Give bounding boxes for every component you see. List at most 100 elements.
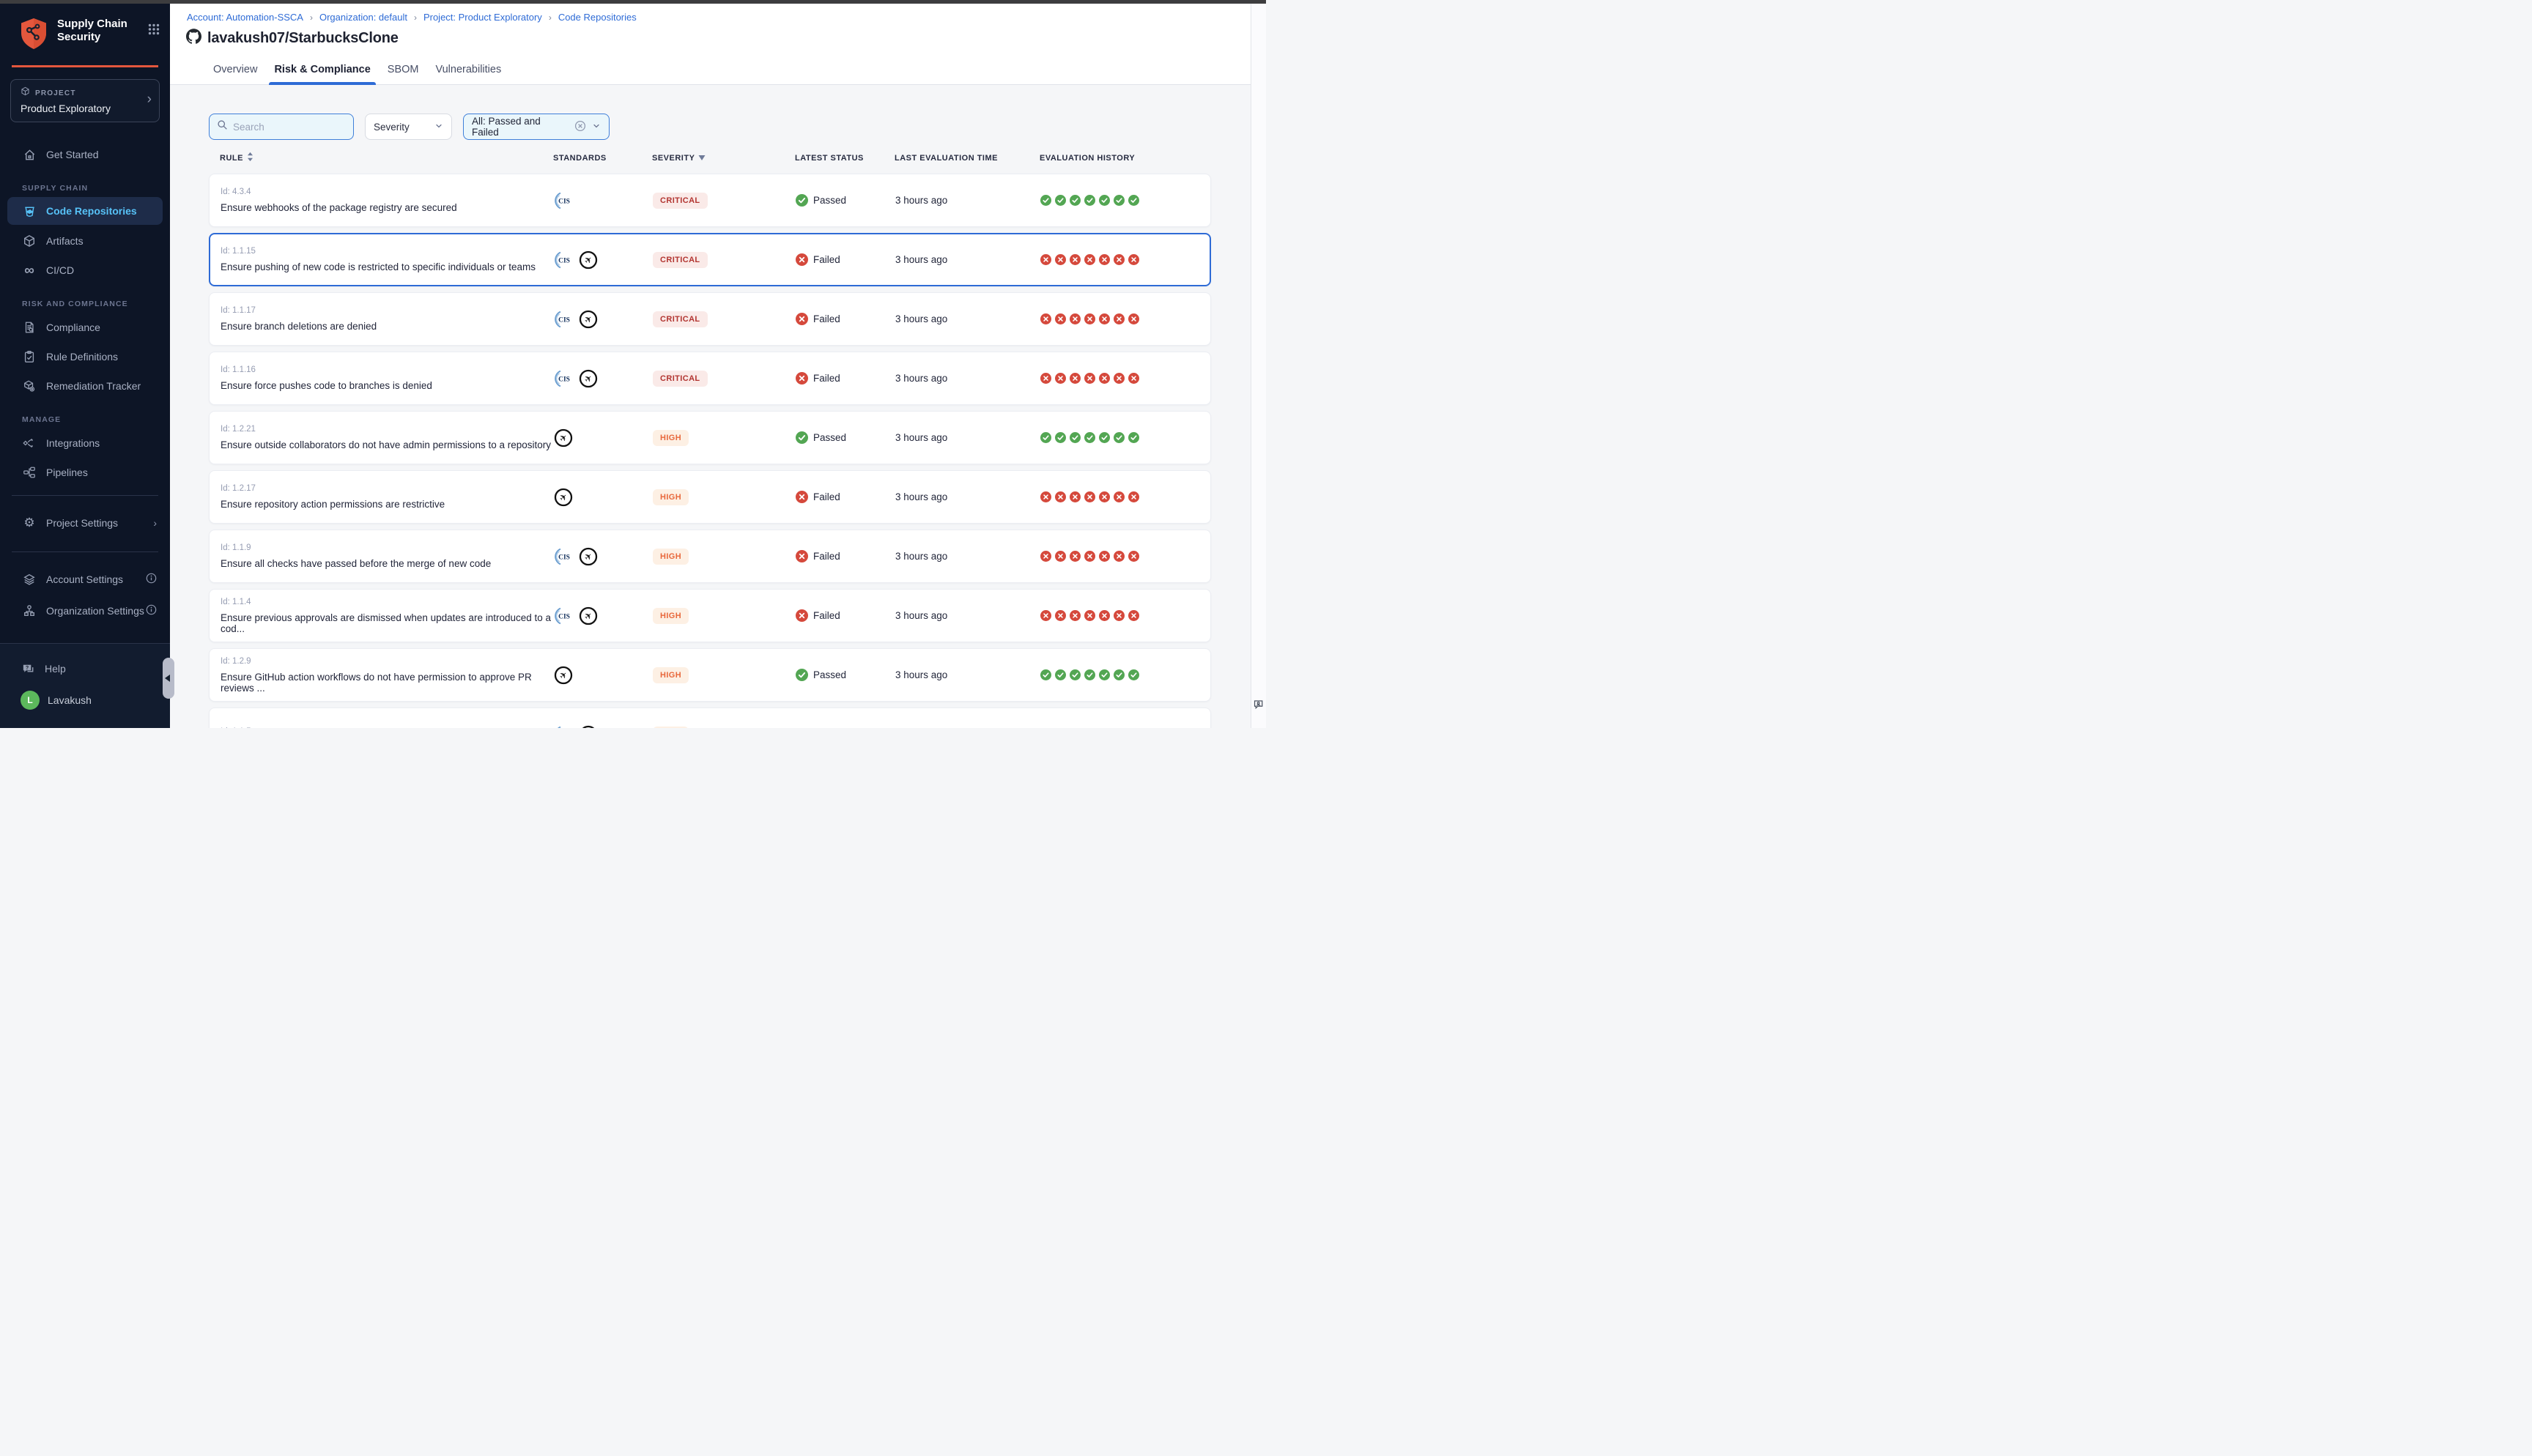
rule-row[interactable]: Id: 1.1.17Ensure branch deletions are de… bbox=[209, 292, 1211, 346]
severity-badge: CRITICAL bbox=[653, 371, 708, 387]
project-label: PROJECT bbox=[35, 89, 76, 97]
sidebar-item-integrations[interactable]: Integrations bbox=[0, 428, 170, 458]
sort-icon[interactable] bbox=[247, 152, 253, 164]
tab-sbom[interactable]: SBOM bbox=[386, 64, 421, 85]
status-failed-icon bbox=[796, 253, 808, 266]
evaluation-failed-icon bbox=[1084, 491, 1095, 502]
breadcrumb-link-2[interactable]: Project: Product Exploratory bbox=[423, 12, 542, 23]
breadcrumb-separator: › bbox=[549, 12, 552, 23]
sidebar-item-rule-definitions[interactable]: Rule Definitions bbox=[0, 342, 170, 371]
tab-risk-compliance[interactable]: Risk & Compliance bbox=[273, 64, 371, 85]
evaluation-failed-icon bbox=[1114, 610, 1125, 621]
sidebar-item-label: Account Settings bbox=[46, 573, 123, 585]
last-evaluation-time: 3 hours ago bbox=[895, 491, 1040, 502]
owasp-standard-icon: ✈ bbox=[579, 606, 598, 625]
status-failed-icon bbox=[796, 609, 808, 622]
support-chat-icon[interactable] bbox=[1253, 699, 1265, 715]
severity-filter-label: Severity bbox=[374, 122, 410, 133]
rule-row[interactable]: Id: 1.2.9Ensure GitHub action workflows … bbox=[209, 648, 1211, 702]
module-grid-icon[interactable] bbox=[148, 23, 160, 39]
column-last-evaluation-time: LAST EVALUATION TIME bbox=[895, 154, 998, 163]
right-gutter bbox=[1251, 4, 1266, 728]
sidebar-item-artifacts[interactable]: Artifacts bbox=[0, 226, 170, 256]
evaluation-passed-icon bbox=[1084, 669, 1095, 680]
rule-row[interactable]: Id: 1.2.17 Ensure repository action permi… bbox=[209, 470, 1211, 524]
rule-row[interactable]: Id: 1.1.15Ensure pushing of new code is … bbox=[209, 233, 1211, 286]
status-label: Failed bbox=[813, 373, 840, 384]
evaluation-history bbox=[1040, 313, 1210, 324]
project-name: Product Exploratory bbox=[21, 103, 140, 114]
sort-desc-icon[interactable] bbox=[698, 154, 706, 163]
integrations-icon bbox=[22, 437, 37, 450]
sidebar-item-project-settings[interactable]: ⚙ Project Settings › bbox=[0, 508, 170, 538]
sidebar-item-label: Help bbox=[45, 663, 66, 675]
rule-row[interactable]: Id: 1.1.16Ensure force pushes code to br… bbox=[209, 352, 1211, 405]
sidebar-item-label: CI/CD bbox=[46, 264, 74, 276]
sidebar-item-account-settings[interactable]: Account Settings bbox=[0, 565, 170, 594]
severity-badge: HIGH bbox=[653, 667, 689, 683]
svg-text:</>: </> bbox=[26, 209, 33, 214]
evaluation-passed-icon bbox=[1099, 669, 1110, 680]
breadcrumb-separator: › bbox=[310, 12, 313, 23]
evaluation-failed-icon bbox=[1084, 373, 1095, 384]
sidebar-item-code-repositories[interactable]: </>Code Repositories bbox=[7, 197, 163, 225]
info-icon[interactable] bbox=[146, 573, 157, 586]
info-icon[interactable] bbox=[146, 604, 157, 617]
sidebar-item-label: Remediation Tracker bbox=[46, 380, 141, 392]
tab-vulnerabilities[interactable]: Vulnerabilities bbox=[434, 64, 503, 85]
evaluation-failed-icon bbox=[1055, 551, 1066, 562]
evaluation-failed-icon bbox=[1114, 313, 1125, 324]
sidebar-item-ci-cd[interactable]: ∞CI/CD bbox=[0, 256, 170, 285]
sidebar-item-help[interactable]: ? Help bbox=[0, 654, 170, 683]
clear-filter-icon[interactable] bbox=[574, 120, 586, 134]
page-title: lavakush07/StarbucksClone bbox=[207, 30, 399, 47]
evaluation-failed-icon bbox=[1128, 610, 1139, 621]
search-input[interactable] bbox=[233, 122, 346, 133]
project-selector[interactable]: PROJECT Product Exploratory › bbox=[10, 79, 160, 122]
evaluation-passed-icon bbox=[1099, 195, 1110, 206]
breadcrumb-link-3[interactable]: Code Repositories bbox=[558, 12, 637, 23]
rule-name: Ensure repository action permissions are… bbox=[221, 499, 554, 510]
rule-id: Id: 1.2.21 bbox=[221, 425, 554, 434]
rule-name: Ensure outside collaborators do not have… bbox=[221, 439, 554, 450]
evaluation-passed-icon bbox=[1128, 432, 1139, 443]
evaluation-failed-icon bbox=[1099, 313, 1110, 324]
sidebar-item-label: Organization Settings bbox=[46, 605, 144, 617]
evaluation-failed-icon bbox=[1114, 551, 1125, 562]
sidebar-footer: ? Help L Lavakush bbox=[0, 643, 170, 728]
sidebar-collapse-handle[interactable] bbox=[163, 658, 174, 699]
rule-id: Id: 1.1.5 bbox=[221, 727, 554, 729]
sidebar-item-remediation-tracker[interactable]: Remediation Tracker bbox=[0, 371, 170, 401]
status-filter-dropdown[interactable]: All: Passed and Failed bbox=[463, 114, 610, 140]
owasp-standard-icon: ✈ bbox=[579, 369, 598, 388]
rule-row[interactable]: Id: 1.2.21 Ensure outside collaborators d… bbox=[209, 411, 1211, 464]
severity-badge: CRITICAL bbox=[653, 311, 708, 327]
rule-id: Id: 1.2.9 bbox=[221, 657, 554, 666]
rule-row[interactable]: Id: 1.1.4Ensure previous approvals are d… bbox=[209, 589, 1211, 642]
column-latest-status: LATEST STATUS bbox=[795, 154, 864, 163]
rule-row[interactable]: Id: 1.1.5CIS✈HIGHFailed3 hours ago bbox=[209, 707, 1211, 728]
cis-standard-icon: CIS bbox=[554, 369, 573, 388]
rule-row[interactable]: Id: 1.1.9Ensure all checks have passed b… bbox=[209, 530, 1211, 583]
sidebar-divider bbox=[12, 551, 158, 552]
svg-text:CIS: CIS bbox=[558, 198, 570, 205]
rule-id: Id: 1.1.15 bbox=[221, 247, 554, 256]
sidebar-item-label: Get Started bbox=[46, 149, 99, 160]
rule-row[interactable]: Id: 4.3.4Ensure webhooks of the package … bbox=[209, 174, 1211, 227]
tab-overview[interactable]: Overview bbox=[212, 64, 259, 85]
sidebar-item-pipelines[interactable]: Pipelines bbox=[0, 458, 170, 487]
sidebar-item-get-started[interactable]: Get Started bbox=[0, 140, 170, 169]
standards-cell: CIS✈ bbox=[554, 547, 653, 566]
breadcrumb-link-1[interactable]: Organization: default bbox=[319, 12, 407, 23]
sidebar-divider bbox=[12, 495, 158, 496]
breadcrumb-link-0[interactable]: Account: Automation-SSCA bbox=[187, 12, 303, 23]
user-menu[interactable]: L Lavakush bbox=[0, 691, 170, 710]
chevron-down-icon bbox=[434, 122, 443, 133]
severity-filter-dropdown[interactable]: Severity bbox=[365, 114, 452, 140]
status-label: Failed bbox=[813, 254, 840, 265]
last-evaluation-time: 3 hours ago bbox=[895, 195, 1040, 206]
sidebar-item-compliance[interactable]: Compliance bbox=[0, 313, 170, 342]
rule-id: Id: 1.2.17 bbox=[221, 484, 554, 493]
sidebar-item-organization-settings[interactable]: Organization Settings bbox=[0, 596, 170, 625]
evaluation-passed-icon bbox=[1114, 195, 1125, 206]
